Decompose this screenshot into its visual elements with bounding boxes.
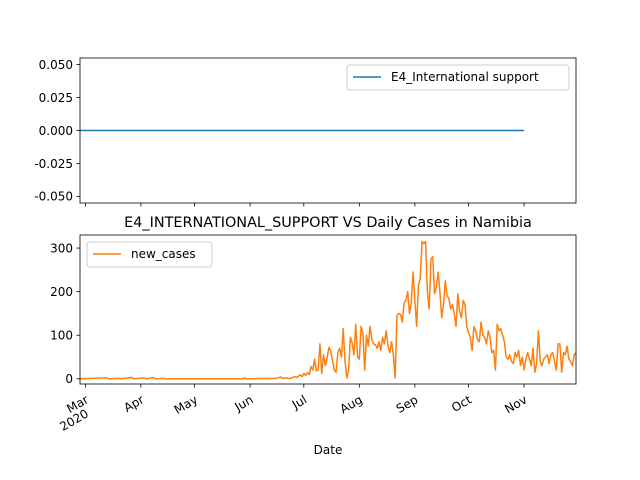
top-legend-box	[346, 64, 570, 91]
top-y-tick-label: 0.025	[39, 91, 73, 105]
bottom-y-ticks: 0 100 200 300	[50, 241, 80, 386]
top-y-tick-label: -0.025	[34, 157, 73, 171]
bottom-x-tick-label: Jul	[289, 392, 309, 412]
bottom-y-tick-label: 0	[65, 372, 73, 386]
bottom-legend-label: new_cases	[131, 247, 196, 261]
bottom-series-lines	[79, 240, 577, 380]
top-axes: 0.050 0.025 0.000 -0.025 -0.050 E4_Internati…	[34, 57, 577, 207]
top-y-tick-label: 0.000	[39, 124, 73, 138]
top-x-ticks	[84, 203, 525, 207]
bottom-y-tick-label: 200	[50, 285, 73, 299]
series-line-new-cases	[79, 240, 577, 380]
bottom-legend-box	[86, 241, 213, 268]
bottom-axes: E4_INTERNATIONAL_SUPPORT VS Daily Cases …	[50, 215, 577, 457]
top-legend: E4_International support	[346, 64, 570, 91]
top-y-tick-label: 0.050	[39, 58, 73, 72]
bottom-legend: new_cases	[86, 241, 213, 268]
bottom-y-tick-label: 100	[50, 329, 73, 343]
top-legend-label: E4_International support	[391, 70, 539, 84]
bottom-axes-frame	[79, 234, 577, 385]
top-y-ticks: 0.050 0.025 0.000 -0.025 -0.050	[34, 58, 80, 204]
chart-title: E4_INTERNATIONAL_SUPPORT VS Daily Cases …	[124, 215, 532, 231]
x-axis-label: Date	[314, 443, 343, 457]
top-y-tick-label: -0.050	[34, 190, 73, 204]
bottom-y-tick-label: 300	[50, 241, 73, 255]
